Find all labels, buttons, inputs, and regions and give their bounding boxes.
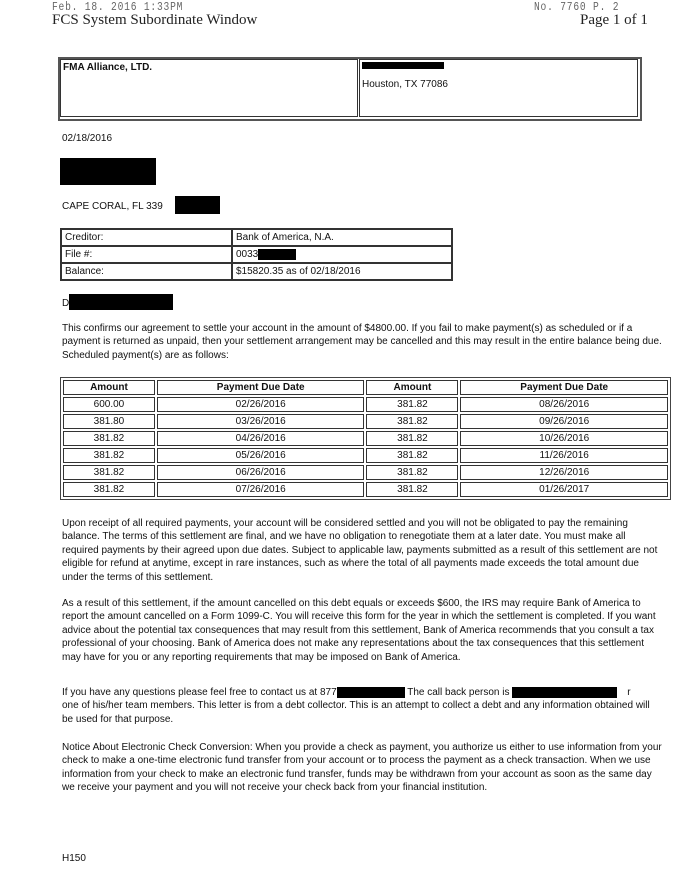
account-table: Creditor: Bank of America, N.A. File #: 00… bbox=[60, 228, 453, 281]
table-row: File #: 0033 bbox=[61, 246, 452, 263]
debt-collector-notice: one of his/her team members. This letter… bbox=[62, 700, 650, 725]
due-date-cell: 06/26/2016 bbox=[156, 465, 365, 480]
due-date-cell: 05/26/2016 bbox=[156, 448, 365, 463]
due-date-cell: 10/26/2016 bbox=[460, 431, 668, 446]
header-amount: Amount bbox=[63, 380, 155, 395]
table-row: 381.82 04/26/2016 381.82 10/26/2016 bbox=[63, 431, 668, 446]
due-date-cell: 07/26/2016 bbox=[156, 482, 365, 497]
contact-text: If you have any questions please feel fr… bbox=[62, 687, 337, 698]
table-row: 381.80 03/26/2016 381.82 09/26/2016 bbox=[63, 414, 668, 429]
due-date-cell: 03/26/2016 bbox=[156, 414, 365, 429]
redaction bbox=[60, 158, 156, 185]
header-amount: Amount bbox=[366, 380, 459, 395]
amount-cell: 381.80 bbox=[63, 414, 155, 429]
sender-name: FMA Alliance, LTD. bbox=[63, 62, 153, 73]
due-date-cell: 09/26/2016 bbox=[460, 414, 668, 429]
due-date-cell: 08/26/2016 bbox=[460, 397, 668, 412]
payment-schedule-table: Amount Payment Due Date Amount Payment D… bbox=[60, 377, 671, 500]
recipient-city: CAPE CORAL, FL 339 bbox=[62, 201, 163, 212]
sender-city: Houston, TX 77086 bbox=[362, 79, 448, 90]
amount-cell: 381.82 bbox=[63, 482, 155, 497]
irs-paragraph: As a result of this settlement, if the a… bbox=[62, 598, 656, 663]
due-date-cell: 04/26/2016 bbox=[156, 431, 365, 446]
amount-cell: 600.00 bbox=[63, 397, 155, 412]
creditor-label: Creditor: bbox=[61, 229, 232, 246]
amount-cell: 381.82 bbox=[366, 397, 459, 412]
table-header-row: Amount Payment Due Date Amount Payment D… bbox=[63, 380, 668, 395]
table-row: 381.82 05/26/2016 381.82 11/26/2016 bbox=[63, 448, 668, 463]
sender-name-cell: FMA Alliance, LTD. bbox=[60, 59, 358, 117]
header-due-date: Payment Due Date bbox=[156, 380, 365, 395]
fax-datetime: Feb. 18. 2016 1:33PM bbox=[52, 0, 184, 14]
amount-cell: 381.82 bbox=[63, 431, 155, 446]
redaction bbox=[258, 248, 297, 260]
sender-box: FMA Alliance, LTD. Houston, TX 77086 bbox=[58, 57, 642, 121]
due-date-cell: 02/26/2016 bbox=[156, 397, 365, 412]
amount-cell: 381.82 bbox=[366, 431, 459, 446]
amount-cell: 381.82 bbox=[63, 465, 155, 480]
balance-value: $15820.35 as of 02/18/2016 bbox=[232, 263, 452, 280]
table-row: 381.82 07/26/2016 381.82 01/26/2017 bbox=[63, 482, 668, 497]
due-date-cell: 01/26/2017 bbox=[460, 482, 668, 497]
table-row: Creditor: Bank of America, N.A. bbox=[61, 229, 452, 246]
amount-cell: 381.82 bbox=[63, 448, 155, 463]
amount-cell: 381.82 bbox=[366, 482, 459, 497]
file-cell: 0033 bbox=[232, 246, 452, 263]
table-row: 381.82 06/26/2016 381.82 12/26/2016 bbox=[63, 465, 668, 480]
header-due-date: Payment Due Date bbox=[460, 380, 668, 395]
check-conversion-paragraph: Notice About Electronic Check Conversion… bbox=[62, 742, 662, 794]
sender-address-cell: Houston, TX 77086 bbox=[359, 59, 638, 117]
redaction bbox=[336, 686, 405, 698]
redaction bbox=[69, 294, 173, 310]
settlement-paragraph: Upon receipt of all required payments, y… bbox=[62, 518, 658, 583]
amount-cell: 381.82 bbox=[366, 448, 459, 463]
intro-paragraph: This confirms our agreement to settle yo… bbox=[62, 323, 662, 361]
amount-cell: 381.82 bbox=[366, 465, 459, 480]
creditor-value: Bank of America, N.A. bbox=[232, 229, 452, 246]
file-label: File #: bbox=[61, 246, 232, 263]
letter-date: 02/18/2016 bbox=[62, 133, 113, 144]
contact-paragraph: If you have any questions please feel fr… bbox=[62, 686, 662, 726]
fax-page-number: No. 7760 P. 2 bbox=[534, 0, 620, 14]
redaction bbox=[175, 196, 220, 214]
callback-text: The call back person is bbox=[404, 687, 513, 698]
due-date-cell: 12/26/2016 bbox=[460, 465, 668, 480]
redaction bbox=[362, 62, 444, 69]
table-row: 600.00 02/26/2016 381.82 08/26/2016 bbox=[63, 397, 668, 412]
footer-code: H150 bbox=[62, 853, 86, 864]
page-label: Page 1 of 1 bbox=[580, 12, 648, 28]
amount-cell: 381.82 bbox=[366, 414, 459, 429]
due-date-cell: 11/26/2016 bbox=[460, 448, 668, 463]
balance-label: Balance: bbox=[61, 263, 232, 280]
file-value: 0033 bbox=[236, 249, 259, 261]
table-row: Balance: $15820.35 as of 02/18/2016 bbox=[61, 263, 452, 280]
contact-text-tail: r bbox=[627, 687, 631, 698]
window-title: FCS System Subordinate Window bbox=[52, 12, 258, 28]
redaction bbox=[512, 686, 618, 698]
